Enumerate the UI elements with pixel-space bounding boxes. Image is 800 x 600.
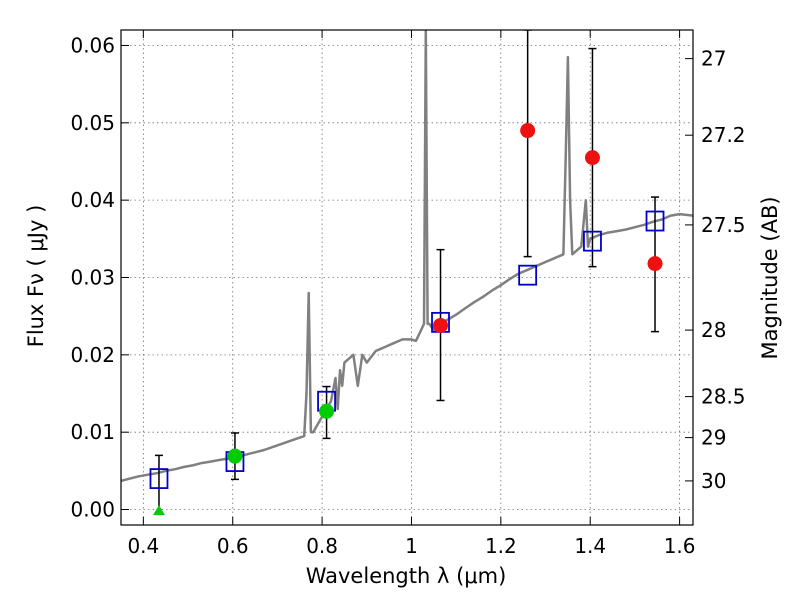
flux-point <box>227 448 243 464</box>
right-tick-label: 27.2 <box>701 123 746 147</box>
y-tick-label: 0.04 <box>70 188 115 212</box>
y-tick-label: 0.03 <box>70 266 115 290</box>
x-tick-label: 0.4 <box>127 534 159 558</box>
y-tick-label: 0.00 <box>70 498 115 522</box>
y-axis-label: Flux Fν ( μJy ) <box>24 205 48 348</box>
model-flux-square <box>645 210 665 232</box>
right-axis-label: Magnitude (AB) <box>758 196 782 359</box>
right-tick-label: 27.5 <box>701 213 746 237</box>
x-tick-label: 1.4 <box>574 534 606 558</box>
model-sed-line <box>121 30 693 483</box>
error-bars <box>154 30 660 512</box>
y-tick-label: 0.02 <box>70 343 115 367</box>
y-tick-label: 0.06 <box>70 33 115 57</box>
model-sed-path <box>121 30 693 483</box>
right-tick-label: 27 <box>701 47 726 71</box>
model-flux-square <box>583 230 602 252</box>
y-tick-label: 0.05 <box>70 111 115 135</box>
x-tick-label: 1.2 <box>485 534 517 558</box>
x-tick-label: 1 <box>405 534 418 558</box>
model-flux-square <box>149 468 169 489</box>
x-tick-label: 0.8 <box>306 534 338 558</box>
data-markers <box>149 123 665 516</box>
right-tick-label: 28.5 <box>701 385 746 409</box>
x-axis-label: Wavelength λ (μm) <box>306 564 507 588</box>
flux-point <box>319 403 335 419</box>
flux-point <box>584 150 600 166</box>
x-tick-label: 1.6 <box>664 534 696 558</box>
grid <box>121 30 693 525</box>
x-tick-label: 0.6 <box>217 534 249 558</box>
right-tick-label: 30 <box>701 469 726 493</box>
y-tick-label: 0.01 <box>70 420 115 444</box>
upper-limit-triangle <box>152 505 165 516</box>
model-flux-square <box>518 264 538 286</box>
right-tick-label: 28 <box>701 318 726 342</box>
flux-point <box>520 123 536 139</box>
flux-point <box>433 317 449 333</box>
right-tick-label: 29 <box>701 426 726 450</box>
flux-point <box>647 256 663 272</box>
axis-ticks: 0.4 0.6 0.8 1 1.2 1.4 1.6 0.00 0.01 0.02 0.03 0.04 0… <box>70 30 746 558</box>
